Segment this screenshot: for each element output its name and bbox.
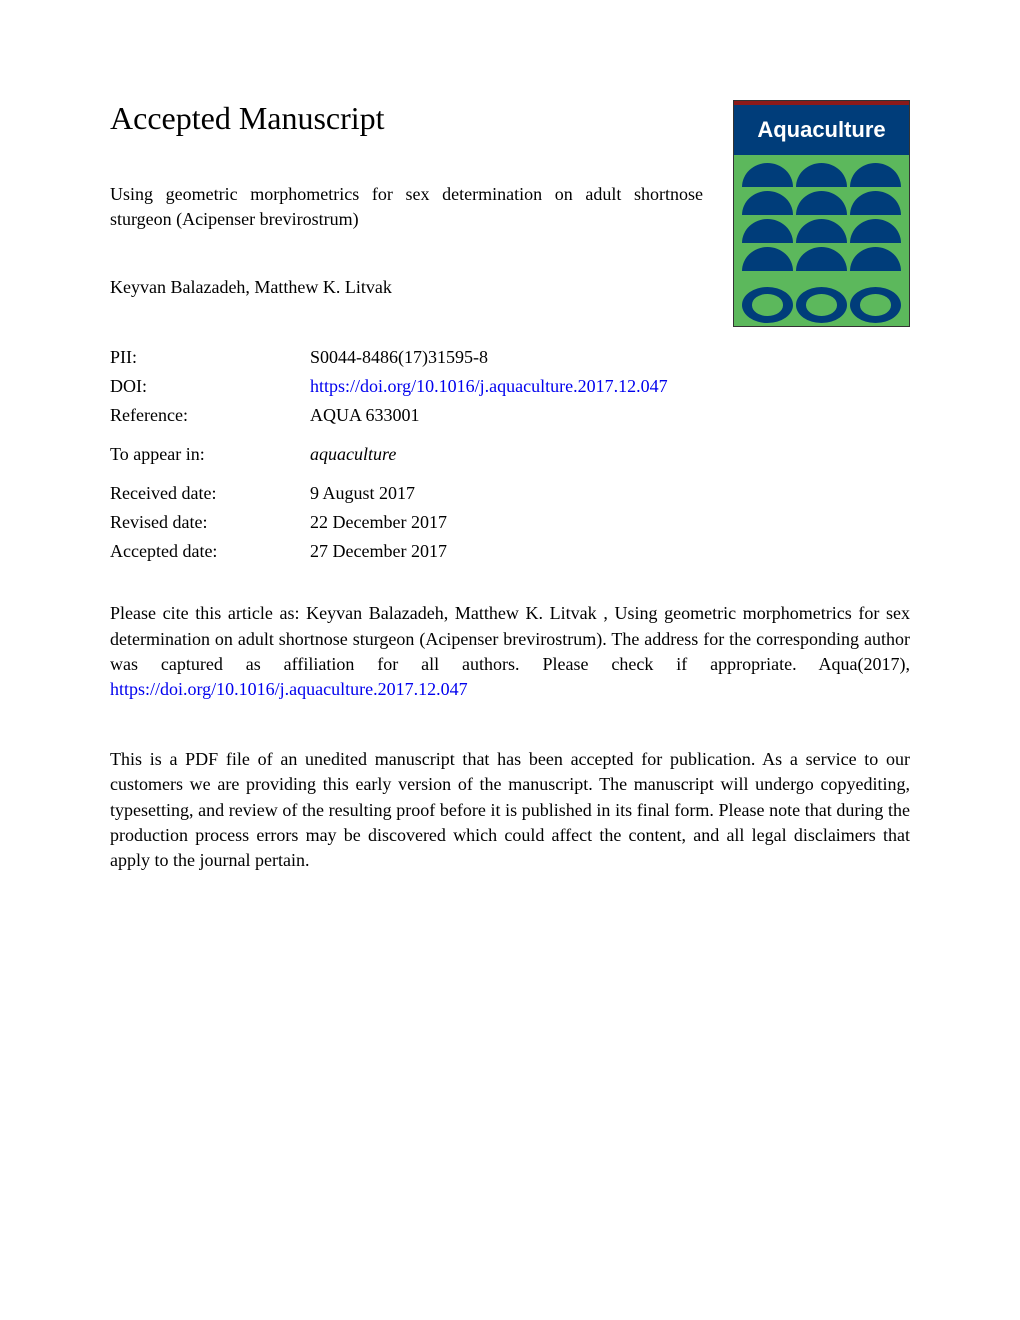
citation-text: Please cite this article as: Keyvan Bala… — [110, 603, 910, 673]
reference-value: AQUA 633001 — [310, 401, 910, 430]
pii-row: PII: S0044-8486(17)31595-8 — [110, 343, 910, 372]
appear-row: To appear in: aquaculture — [110, 430, 910, 469]
article-title: Using geometric morphometrics for sex de… — [110, 182, 703, 232]
received-label: Received date: — [110, 469, 310, 508]
reference-row: Reference: AQUA 633001 — [110, 401, 910, 430]
accepted-manuscript-heading: Accepted Manuscript — [110, 100, 703, 137]
pii-label: PII: — [110, 343, 310, 372]
appear-label: To appear in: — [110, 430, 310, 469]
header-left: Accepted Manuscript Using geometric morp… — [110, 100, 733, 333]
received-value: 9 August 2017 — [310, 469, 910, 508]
cover-header: Aquaculture — [734, 101, 909, 155]
accepted-label: Accepted date: — [110, 537, 310, 566]
header-row: Accepted Manuscript Using geometric morp… — [110, 100, 910, 333]
disclaimer-paragraph: This is a PDF file of an unedited manusc… — [110, 747, 910, 873]
citation-doi-link[interactable]: https://doi.org/10.1016/j.aquaculture.20… — [110, 679, 468, 699]
authors: Keyvan Balazadeh, Matthew K. Litvak — [110, 277, 703, 298]
cover-journal-title: Aquaculture — [757, 117, 885, 143]
accepted-value: 27 December 2017 — [310, 537, 910, 566]
journal-cover-image: Aquaculture — [733, 100, 910, 327]
doi-label: DOI: — [110, 372, 310, 401]
journal-name: aquaculture — [310, 444, 396, 464]
revised-value: 22 December 2017 — [310, 508, 910, 537]
pii-value: S0044-8486(17)31595-8 — [310, 343, 910, 372]
reference-label: Reference: — [110, 401, 310, 430]
doi-link[interactable]: https://doi.org/10.1016/j.aquaculture.20… — [310, 376, 668, 396]
revised-label: Revised date: — [110, 508, 310, 537]
manuscript-page: Accepted Manuscript Using geometric morp… — [0, 0, 1020, 951]
revised-row: Revised date: 22 December 2017 — [110, 508, 910, 537]
doi-row: DOI: https://doi.org/10.1016/j.aquacultu… — [110, 372, 910, 401]
cover-wave-pattern — [734, 155, 909, 283]
received-row: Received date: 9 August 2017 — [110, 469, 910, 508]
accepted-row: Accepted date: 27 December 2017 — [110, 537, 910, 566]
cover-bottom-shapes — [734, 283, 909, 331]
metadata-table: PII: S0044-8486(17)31595-8 DOI: https://… — [110, 343, 910, 566]
citation-paragraph: Please cite this article as: Keyvan Bala… — [110, 601, 910, 702]
